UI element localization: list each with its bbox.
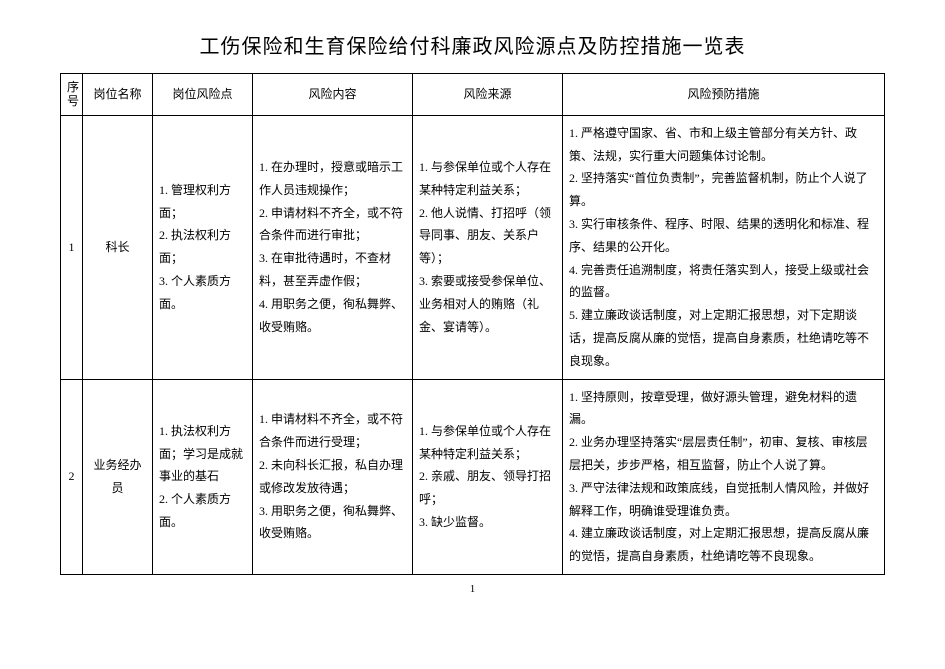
risk-table: 序号 岗位名称 岗位风险点 风险内容 风险来源 风险预防措施 1 科长 1. 管… [60, 73, 885, 575]
cell-seq: 2 [61, 379, 83, 574]
col-header-content: 风险内容 [253, 74, 413, 116]
page-title: 工伤保险和生育保险给付科廉政风险源点及防控措施一览表 [60, 30, 885, 59]
col-header-name: 岗位名称 [83, 74, 153, 116]
cell-source: 1. 与参保单位或个人存在某种特定利益关系；2. 亲戚、朋友、领导打招呼；3. … [413, 379, 563, 574]
cell-points: 1. 管理权利方面；2. 执法权利方面；3. 个人素质方面。 [153, 115, 253, 379]
col-header-points: 岗位风险点 [153, 74, 253, 116]
cell-content: 1. 申请材料不齐全，或不符合条件而进行受理；2. 未向科长汇报，私自办理或修改… [253, 379, 413, 574]
table-row: 1 科长 1. 管理权利方面；2. 执法权利方面；3. 个人素质方面。 1. 在… [61, 115, 885, 379]
col-header-measures: 风险预防措施 [563, 74, 885, 116]
cell-seq: 1 [61, 115, 83, 379]
cell-measures: 1. 严格遵守国家、省、市和上级主管部分有关方针、政策、法规，实行重大问题集体讨… [563, 115, 885, 379]
cell-source: 1. 与参保单位或个人存在某种特定利益关系；2. 他人说情、打招呼（领导同事、朋… [413, 115, 563, 379]
cell-name: 科长 [83, 115, 153, 379]
page-number: 1 [60, 583, 885, 595]
cell-measures: 1. 坚持原则，按章受理，做好源头管理，避免材料的遗漏。2. 业务办理坚持落实“… [563, 379, 885, 574]
table-row: 2 业务经办员 1. 执法权利方面；学习是成就事业的基石2. 个人素质方面。 1… [61, 379, 885, 574]
cell-name: 业务经办员 [83, 379, 153, 574]
document-page: 工伤保险和生育保险给付科廉政风险源点及防控措施一览表 序号 岗位名称 岗位风险点… [0, 0, 945, 605]
cell-content: 1. 在办理时，授意或暗示工作人员违规操作；2. 申请材料不齐全，或不符合条件而… [253, 115, 413, 379]
col-header-source: 风险来源 [413, 74, 563, 116]
col-header-seq: 序号 [61, 74, 83, 116]
cell-points: 1. 执法权利方面；学习是成就事业的基石2. 个人素质方面。 [153, 379, 253, 574]
table-header-row: 序号 岗位名称 岗位风险点 风险内容 风险来源 风险预防措施 [61, 74, 885, 116]
